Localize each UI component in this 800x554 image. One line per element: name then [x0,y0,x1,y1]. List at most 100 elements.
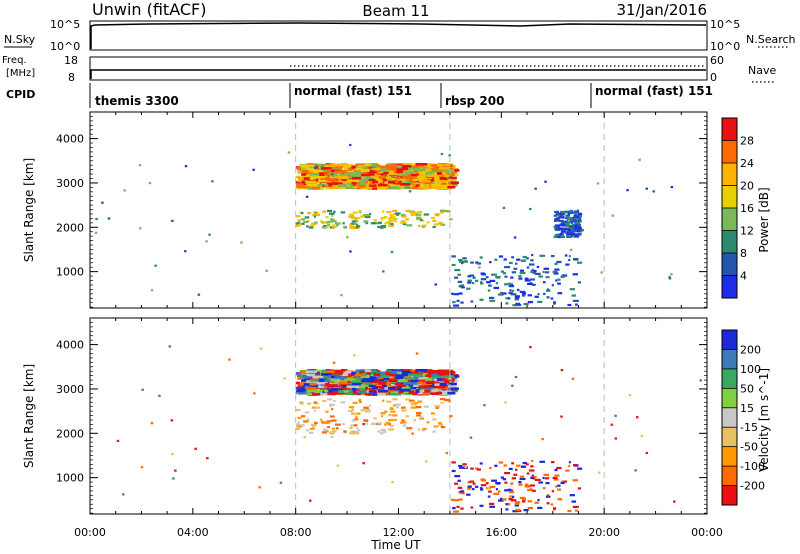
echo-cell [399,221,403,224]
echo-cell [375,179,384,183]
y-tick-label: 4000 [56,133,84,146]
colorbar-frame [721,329,738,506]
echo-cell [342,423,345,426]
echo-cell [367,187,378,190]
echo-cell [550,503,554,506]
echo-cell [387,385,392,389]
echo-cell [401,406,406,409]
echo-cell [557,278,561,281]
echo-cell [511,289,515,292]
echo-cell [382,270,385,273]
echo-cell [550,297,554,300]
echo-cell [309,379,319,382]
echo-cell [559,233,562,236]
echo-cell [431,373,444,377]
echo-cell [296,183,304,187]
echo-cell [359,400,362,403]
echo-cell [451,255,456,258]
echo-cell [283,377,286,380]
echo-cell [520,269,525,272]
echo-cell [555,279,558,282]
y-tick-label: 4000 [56,339,84,352]
echo-cell [557,484,561,487]
echo-cell [438,373,449,376]
echo-cell [467,279,472,282]
echo-cell [368,212,372,216]
echo-cell [287,151,291,154]
echo-cell [458,464,463,468]
echo-cell [524,277,529,280]
echo-cell [259,347,263,350]
colorbar-tick-label: -100 [740,460,765,473]
echo-cell [491,479,497,482]
echo-cell [304,411,310,414]
echo-cell [333,369,343,373]
echo-cell [331,388,343,391]
echo-cell [597,471,601,474]
echo-cell [351,174,362,177]
echo-cell [352,216,358,220]
echo-cell [317,187,324,190]
echo-cell [514,502,520,505]
echo-cell [497,293,504,296]
colorbar-tick-label: 4 [740,270,747,283]
echo-cell [351,220,357,223]
echo-cell [409,379,420,383]
echo-cell [574,235,579,238]
echo-cell [333,419,337,422]
echo-cell [670,273,673,276]
echo-cell [389,410,396,413]
echo-cell [538,275,543,278]
echo-cell [542,270,545,274]
echo-cell [389,407,394,410]
echo-cell [381,210,385,213]
echo-cell [448,181,459,184]
echo-cell [447,185,456,189]
echo-cell [337,222,341,225]
echo-cell [331,427,335,430]
echo-cell [566,235,572,238]
echo-cell [435,380,447,383]
echo-cell [504,489,509,492]
echo-cell [317,184,323,187]
echo-cell [415,163,428,166]
echo-cell [440,186,450,190]
echo-cell [346,179,358,183]
echo-cell [388,419,394,422]
echo-cell [353,432,360,435]
nsky-tick-top-left: 10^5 [50,18,80,31]
echo-cell [564,228,570,231]
echo-cell [449,415,453,418]
echo-cell [434,385,446,389]
echo-cell [436,172,442,175]
echo-cell [332,185,344,189]
echo-cell [208,233,211,236]
echo-cell [344,373,352,376]
echo-cell [516,464,521,467]
echo-cell [331,182,343,185]
echo-cell [399,183,411,186]
echo-cell [515,508,520,511]
echo-cell [392,398,398,401]
echo-cell [377,422,382,425]
echo-cell [561,480,568,483]
echo-cell [380,375,390,378]
echo-cell [358,225,361,228]
echo-cell [306,183,318,187]
colorbar-tick-label: -15 [740,421,758,434]
echo-cell [432,219,437,222]
echo-cell [140,466,144,469]
echo-cell [419,378,431,382]
echo-cell [375,165,381,169]
echo-cell [348,373,356,376]
echo-cell [326,209,333,212]
echo-cell [377,221,382,224]
colorbar-tick-label: 100 [740,363,761,376]
echo-cell [511,477,516,480]
echo-cell [370,380,381,384]
echo-cell [514,375,518,379]
echo-cell [401,409,407,412]
echo-cell [384,181,390,184]
echo-cell [300,212,304,215]
